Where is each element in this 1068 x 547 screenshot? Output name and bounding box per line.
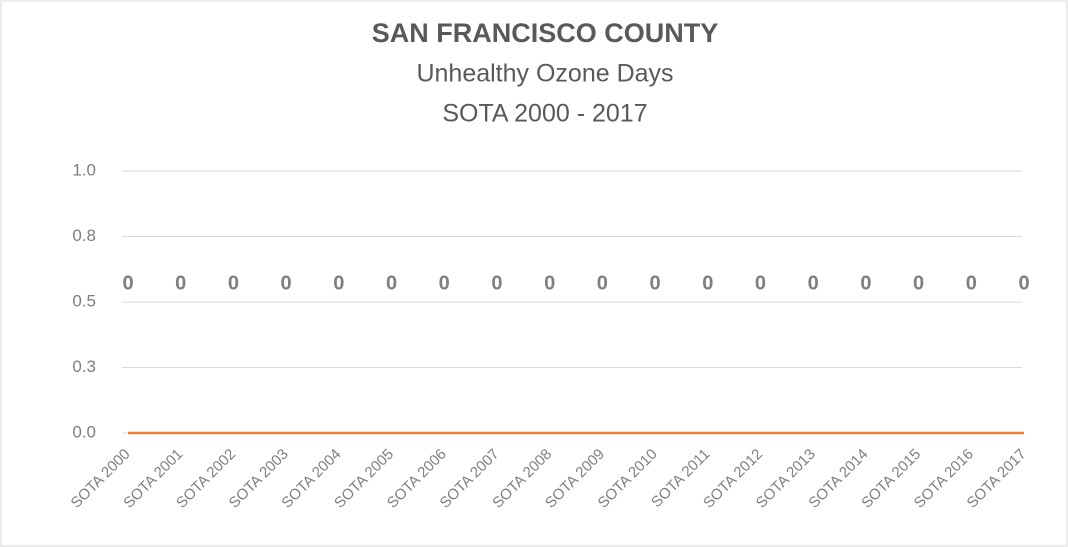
data-label: 0: [755, 272, 766, 294]
data-label: 0: [175, 272, 186, 294]
chart-title: SAN FRANCISCO COUNTY: [372, 18, 719, 48]
data-label: 0: [913, 272, 924, 294]
chart-subtitle: Unhealthy Ozone Days: [416, 60, 673, 88]
y-tick-label: 0.5: [72, 291, 96, 310]
data-label: 0: [860, 272, 871, 294]
y-tick-label: 0.8: [72, 226, 96, 245]
data-label: 0: [966, 272, 977, 294]
data-label: 0: [333, 272, 344, 294]
data-label: 0: [597, 272, 608, 294]
data-label: 0: [122, 272, 133, 294]
data-label: 0: [1018, 272, 1029, 294]
y-tick-label: 0.0: [72, 422, 96, 441]
data-label: 0: [281, 272, 292, 294]
data-label: 0: [491, 272, 502, 294]
data-label: 0: [544, 272, 555, 294]
data-label: 0: [808, 272, 819, 294]
data-label: 0: [702, 272, 713, 294]
chart-subtitle: SOTA 2000 - 2017: [442, 100, 647, 128]
data-label: 0: [649, 272, 660, 294]
data-label: 0: [386, 272, 397, 294]
data-label: 0: [228, 272, 239, 294]
y-tick-label: 0.3: [72, 357, 96, 376]
y-tick-label: 1.0: [72, 160, 96, 179]
data-label: 0: [439, 272, 450, 294]
